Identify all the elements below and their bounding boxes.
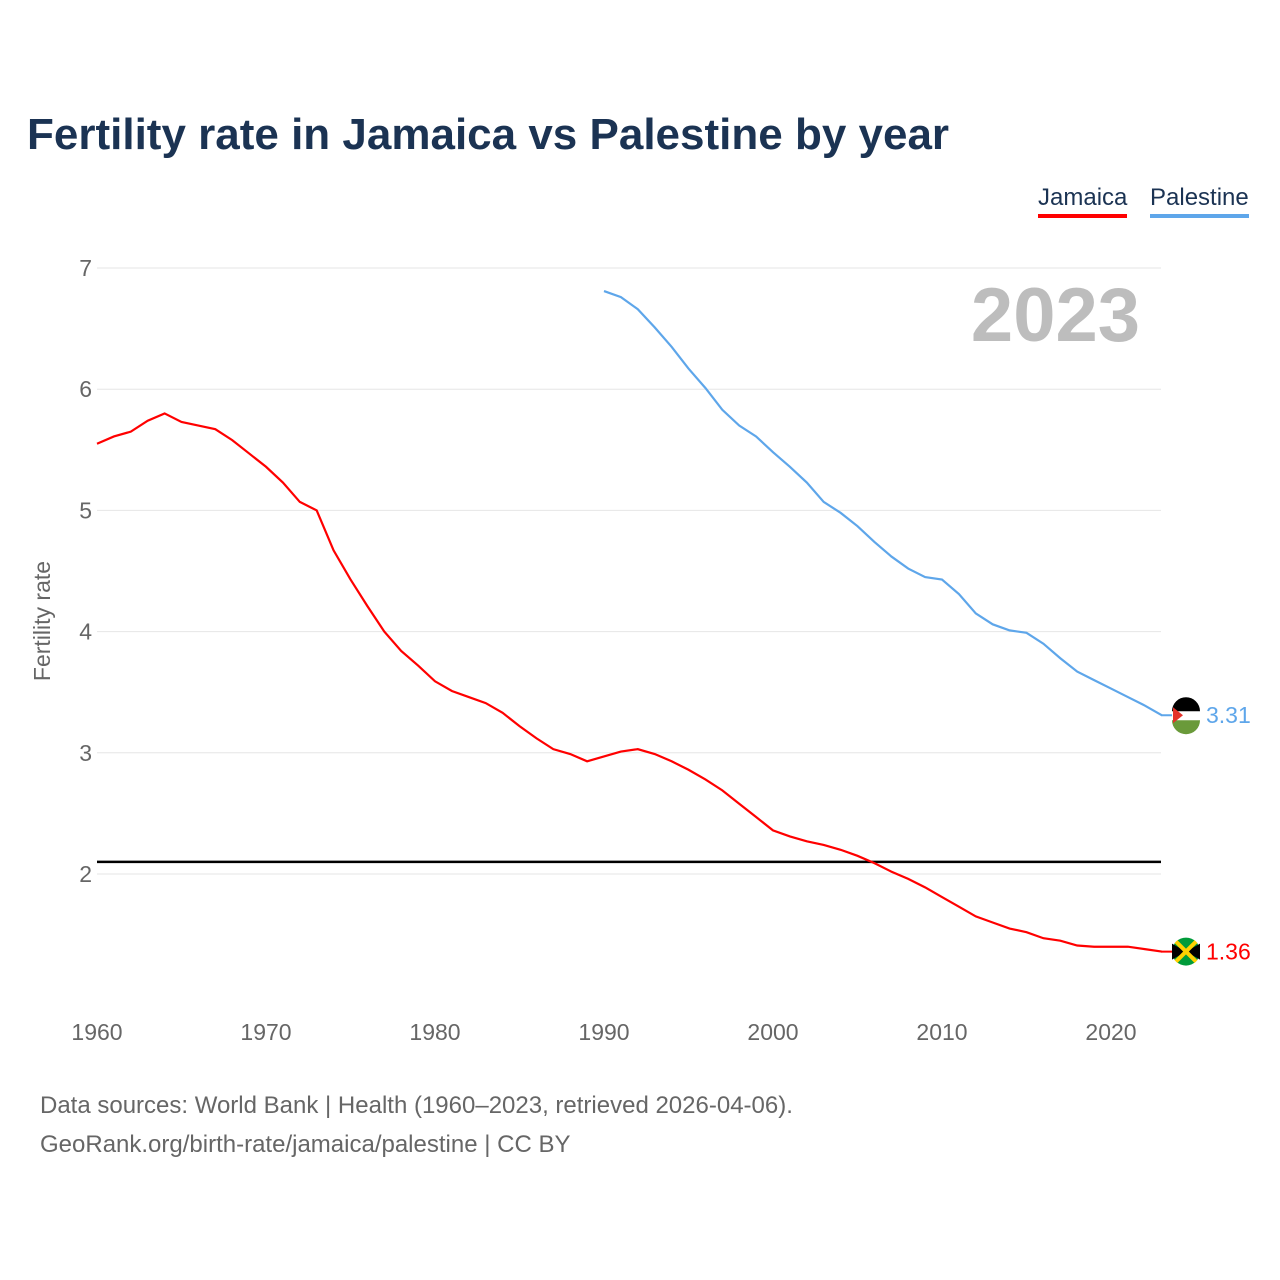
chart-title: Fertility rate in Jamaica vs Palestine b… <box>27 110 950 159</box>
x-tick-label: 1990 <box>578 1019 629 1045</box>
x-tick-label: 2020 <box>1085 1019 1136 1045</box>
x-tick-label: 2000 <box>747 1019 798 1045</box>
y-tick-label: 6 <box>79 376 92 402</box>
footer-link[interactable]: GeoRank.org/birth-rate/jamaica/palestine… <box>40 1131 571 1158</box>
y-tick-label: 4 <box>79 619 92 645</box>
y-axis-label: Fertility rate <box>29 561 55 681</box>
legend-palestine[interactable]: Palestine <box>1150 184 1249 218</box>
series-line-jamaica <box>96 412 1162 953</box>
y-tick-label: 3 <box>79 740 92 766</box>
y-tick-label: 2 <box>79 861 92 887</box>
series-line-palestine <box>603 289 1163 717</box>
y-tick-label: 5 <box>79 497 92 523</box>
end-value-label-palestine: 3.31 <box>1206 702 1251 728</box>
x-tick-label: 2010 <box>916 1019 967 1045</box>
x-tick-label: 1980 <box>409 1019 460 1045</box>
footer-sources: Data sources: World Bank | Health (1960–… <box>40 1092 793 1119</box>
footer: Data sources: World Bank | Health (1960–… <box>40 1086 793 1164</box>
end-value-label-jamaica: 1.36 <box>1206 939 1251 965</box>
year-label: 2023 <box>971 273 1140 358</box>
flag-part <box>1174 940 1198 963</box>
flag-part <box>1172 720 1200 735</box>
flag-part <box>1173 707 1183 724</box>
flag-part <box>1172 697 1200 712</box>
x-tick-label: 1970 <box>240 1019 291 1045</box>
x-tick-label: 1960 <box>71 1019 122 1045</box>
y-tick-label: 7 <box>79 255 92 281</box>
legend-jamaica[interactable]: Jamaica <box>1038 184 1128 218</box>
